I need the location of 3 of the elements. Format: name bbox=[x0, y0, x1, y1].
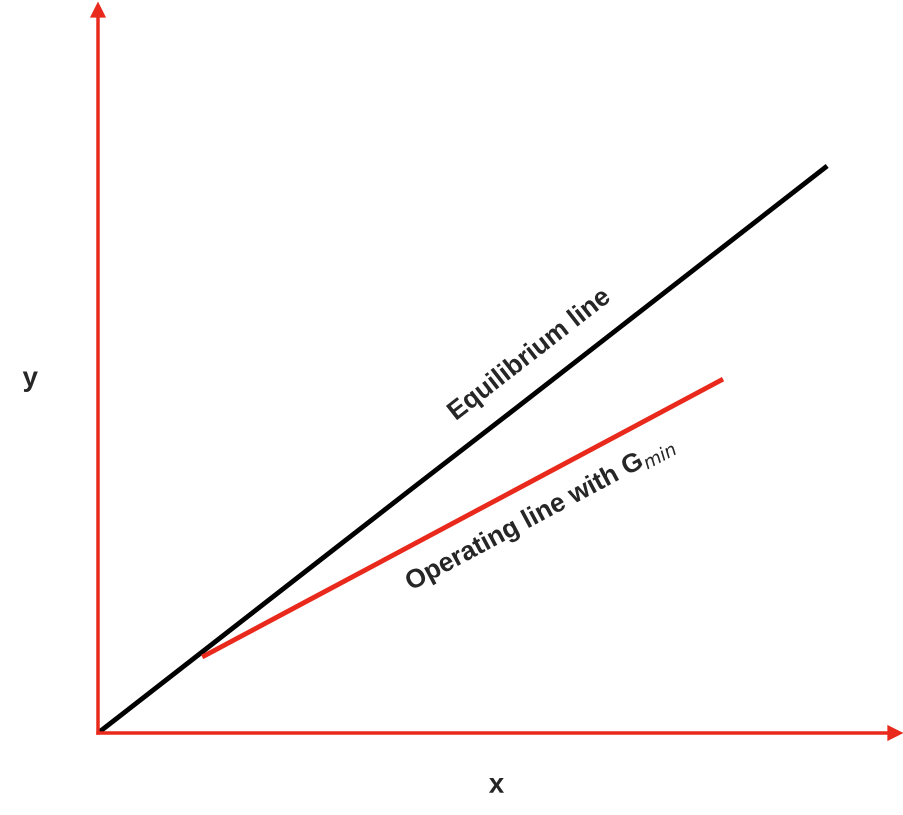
y-axis-title: y bbox=[22, 372, 38, 392]
annotation: Operating line with G$_{min}$ bbox=[402, 433, 678, 596]
x-axis-title: x bbox=[488, 778, 504, 793]
